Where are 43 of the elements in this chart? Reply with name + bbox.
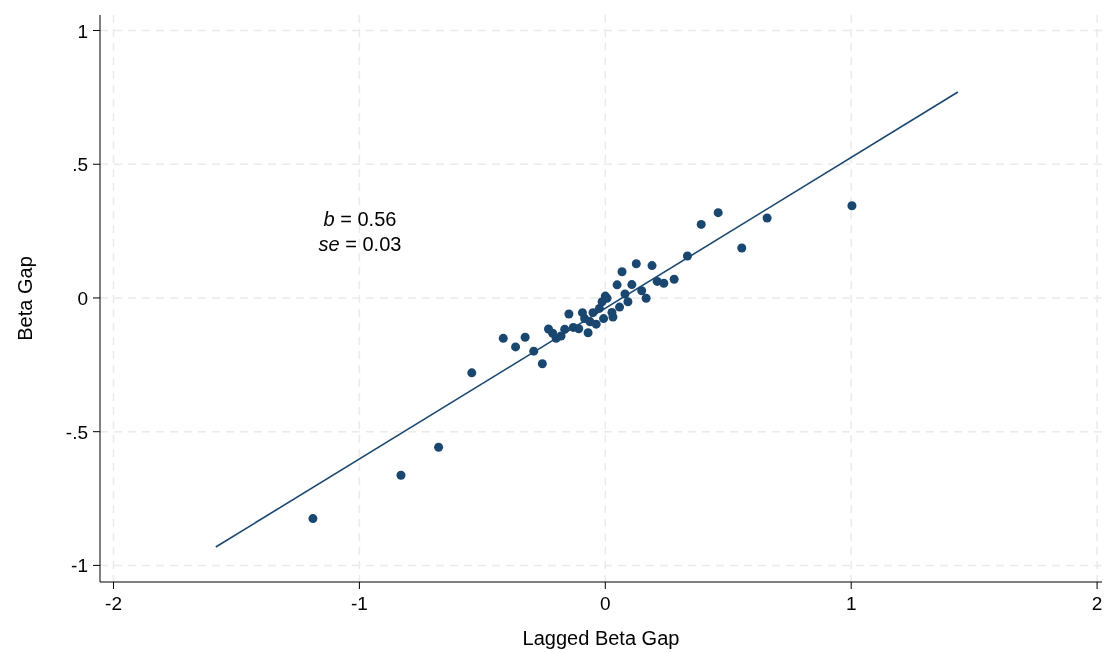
point (612, 280, 622, 290)
y-axis-title: Beta Gap (14, 256, 36, 341)
point (637, 286, 647, 296)
point (641, 293, 651, 303)
point (615, 302, 625, 312)
annotation: b = 0.56 (323, 208, 397, 230)
point (608, 312, 618, 322)
y-tick-label: 1 (77, 20, 88, 42)
point (627, 280, 637, 290)
point (537, 359, 547, 369)
y-tick-label: -.5 (65, 421, 88, 443)
annotation: se = 0.03 (318, 233, 402, 255)
point (599, 314, 609, 324)
point (713, 208, 723, 218)
point (467, 368, 477, 378)
point (647, 261, 657, 271)
x-axis-title: Lagged Beta Gap (522, 627, 680, 649)
x-tick-label: -1 (350, 593, 368, 614)
point (564, 309, 574, 319)
point (617, 267, 627, 277)
point (583, 328, 593, 338)
x-tick-label: 2 (1091, 593, 1103, 614)
point (308, 514, 318, 524)
point (847, 201, 857, 211)
x-tick-label: 1 (845, 593, 857, 614)
point (396, 470, 406, 480)
point (623, 297, 633, 307)
point (659, 278, 669, 288)
x-tick-label: 0 (600, 593, 611, 614)
point (591, 319, 601, 329)
point (434, 442, 444, 452)
x-tick-label: -2 (105, 593, 122, 614)
point (520, 332, 530, 342)
point (669, 274, 679, 284)
point (631, 259, 641, 269)
point (696, 219, 706, 229)
point (511, 342, 521, 352)
y-tick-label: .5 (72, 154, 88, 176)
y-tick-label: -1 (71, 555, 88, 577)
point (762, 213, 772, 223)
y-tick-label: 0 (77, 287, 88, 309)
point (737, 243, 747, 253)
point (498, 333, 508, 343)
